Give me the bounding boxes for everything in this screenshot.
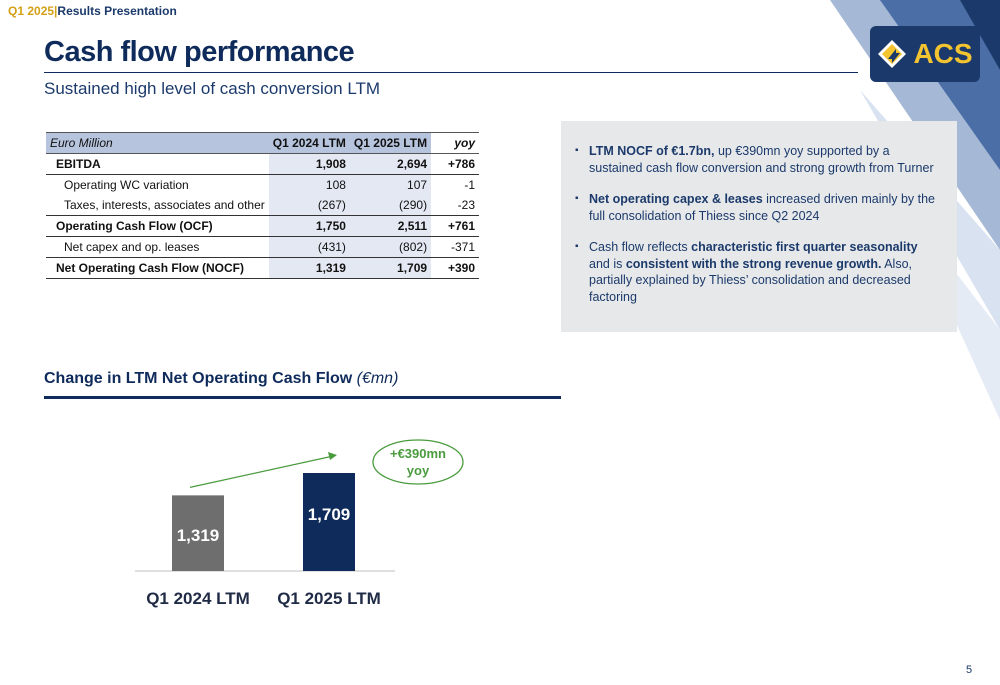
row-value-2025: (802) bbox=[349, 236, 432, 258]
table-header-yoy: yoy bbox=[431, 132, 479, 154]
row-label: Net capex and op. leases bbox=[46, 236, 269, 258]
row-value-2024: 108 bbox=[268, 174, 350, 195]
acs-logo: ACS bbox=[870, 26, 980, 82]
key-point-2: Net operating capex & leases increased d… bbox=[575, 191, 937, 224]
chart-title-unit: (€mn) bbox=[356, 370, 399, 387]
row-value-2025: (290) bbox=[349, 195, 432, 216]
table-row-taxes: Taxes, interests, associates and other (… bbox=[46, 195, 479, 216]
key-points-panel: LTM NOCF of €1.7bn, up €390mn yoy suppor… bbox=[561, 121, 957, 332]
growth-annotation-yoy: yoy bbox=[407, 463, 430, 478]
table-header-col1: Q1 2024 LTM bbox=[268, 132, 350, 154]
cash-flow-table: Euro Million Q1 2024 LTM Q1 2025 LTM yoy… bbox=[46, 132, 479, 279]
key-point-2-text: increased driven mainly by the full cons… bbox=[589, 192, 935, 223]
page-subtitle: Sustained high level of cash conversion … bbox=[44, 79, 381, 98]
row-label: Taxes, interests, associates and other bbox=[46, 195, 269, 216]
table-row-ocf: Operating Cash Flow (OCF) 1,750 2,511 +7… bbox=[46, 215, 479, 237]
table-header-row: Euro Million Q1 2024 LTM Q1 2025 LTM yoy bbox=[46, 132, 479, 154]
category-label: Q1 2025 LTM bbox=[277, 589, 381, 608]
row-value-yoy: +786 bbox=[431, 153, 479, 175]
key-point-2-bold: Net operating capex & leases bbox=[589, 192, 763, 206]
breadcrumb: Q1 2025|Results Presentation bbox=[8, 4, 177, 18]
key-point-3-text-c: Also, partially explained by Thiess’ con… bbox=[589, 256, 913, 304]
key-point-3-bold-1: characteristic first quarter seasonality bbox=[691, 240, 918, 254]
key-point-3-bold-2: consistent with the strong revenue growt… bbox=[625, 256, 882, 271]
row-label: Net Operating Cash Flow (NOCF) bbox=[46, 257, 269, 279]
key-point-3: Cash flow reflects characteristic first … bbox=[575, 239, 937, 305]
row-value-2025: 107 bbox=[349, 174, 432, 195]
row-label: Operating Cash Flow (OCF) bbox=[46, 215, 269, 237]
row-label: EBITDA bbox=[46, 153, 269, 175]
key-point-3-text-b: and is bbox=[589, 256, 626, 271]
row-value-yoy: +761 bbox=[431, 215, 479, 237]
chart-title: Change in LTM Net Operating Cash Flow (€… bbox=[44, 370, 398, 388]
title-divider bbox=[44, 72, 858, 73]
quarter-label: Q1 2025 bbox=[8, 4, 55, 18]
breadcrumb-separator: | bbox=[54, 4, 58, 18]
table-row-nocf: Net Operating Cash Flow (NOCF) 1,319 1,7… bbox=[46, 257, 479, 279]
nocf-bar-chart: 1,319 Q1 2024 LTM 1,709 Q1 2025 LTM +€390mn y… bbox=[135, 439, 464, 608]
row-value-2025: 2,694 bbox=[349, 153, 432, 175]
row-value-2025: 2,511 bbox=[349, 215, 432, 237]
row-value-2024: 1,319 bbox=[268, 257, 350, 279]
growth-annotation-ellipse bbox=[372, 439, 464, 485]
row-value-yoy: +390 bbox=[431, 257, 479, 279]
table-row-ebitda: EBITDA 1,908 2,694 +786 bbox=[46, 153, 479, 175]
page-number: 5 bbox=[966, 664, 973, 676]
category-label: Q1 2024 LTM bbox=[146, 589, 250, 608]
chart-title-divider bbox=[44, 396, 561, 399]
bar-1 bbox=[172, 495, 224, 571]
chart-title-text: Change in LTM Net Operating Cash Flow bbox=[44, 370, 357, 387]
key-point-1-text: up €390mn yoy supported by a sustained c… bbox=[589, 144, 934, 175]
logo-text: ACS bbox=[913, 38, 973, 69]
acs-logo-icon bbox=[878, 40, 907, 68]
row-value-2024: 1,908 bbox=[268, 153, 350, 175]
row-value-2024: 1,750 bbox=[268, 215, 350, 237]
presentation-label: Results Presentation bbox=[57, 4, 177, 18]
table-header-label: Euro Million bbox=[46, 132, 269, 154]
key-point-1-bold: LTM NOCF of €1.7bn, bbox=[589, 144, 715, 158]
row-value-2024: (431) bbox=[268, 236, 350, 258]
row-value-yoy: -23 bbox=[431, 195, 479, 216]
row-value-2025: 1,709 bbox=[349, 257, 432, 279]
key-point-1: LTM NOCF of €1.7bn, up €390mn yoy suppor… bbox=[575, 143, 937, 176]
table-row-wc: Operating WC variation 108 107 -1 bbox=[46, 174, 479, 195]
table-row-capex: Net capex and op. leases (431) (802) -37… bbox=[46, 236, 479, 258]
row-value-yoy: -371 bbox=[431, 236, 479, 258]
key-point-3-text-a: Cash flow reflects bbox=[589, 240, 692, 254]
bar-value-label: 1,709 bbox=[308, 505, 351, 524]
row-value-2024: (267) bbox=[268, 195, 350, 216]
growth-arrow-head bbox=[328, 452, 337, 460]
growth-arrow-line bbox=[189, 455, 332, 488]
bar-2 bbox=[303, 473, 355, 571]
table-header-col2: Q1 2025 LTM bbox=[349, 132, 432, 154]
growth-annotation-amount: +€390mn bbox=[390, 446, 446, 461]
page-title: Cash flow performance bbox=[44, 36, 355, 68]
row-label: Operating WC variation bbox=[64, 178, 189, 192]
row-value-yoy: -1 bbox=[464, 178, 475, 192]
bar-value-label: 1,319 bbox=[177, 526, 220, 545]
